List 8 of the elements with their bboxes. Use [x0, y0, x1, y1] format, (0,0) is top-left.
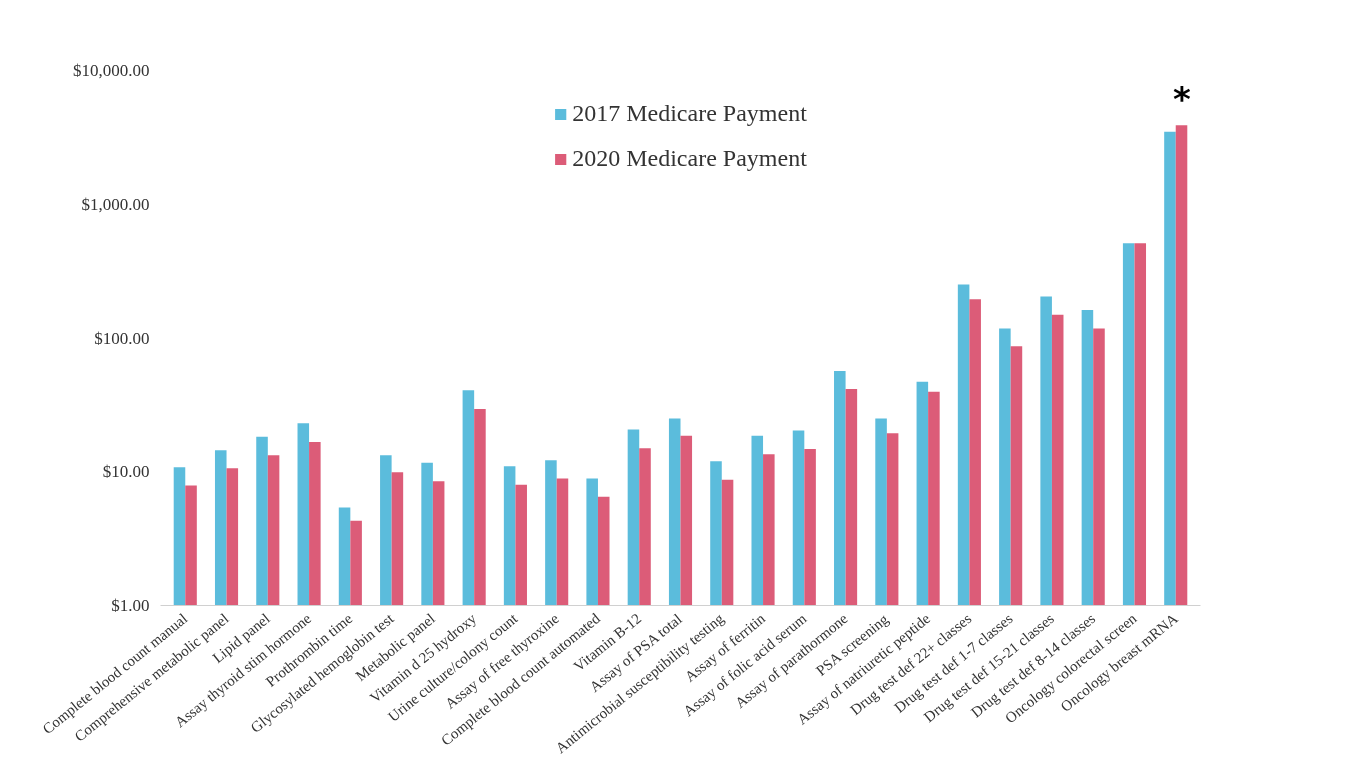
y-tick-label: $100.00: [94, 328, 150, 348]
y-tick-label: $10.00: [102, 462, 150, 482]
annotation: *: [1173, 78, 1192, 119]
y-tick-label: $10,000.00: [73, 61, 150, 80]
y-tick-label: $1.00: [111, 596, 150, 615]
legend-label: 2017 Medicare Payment: [572, 100, 807, 127]
y-tick-label: $1,000.00: [81, 194, 150, 214]
legend-label: 2020 Medicare Payment: [572, 145, 807, 172]
